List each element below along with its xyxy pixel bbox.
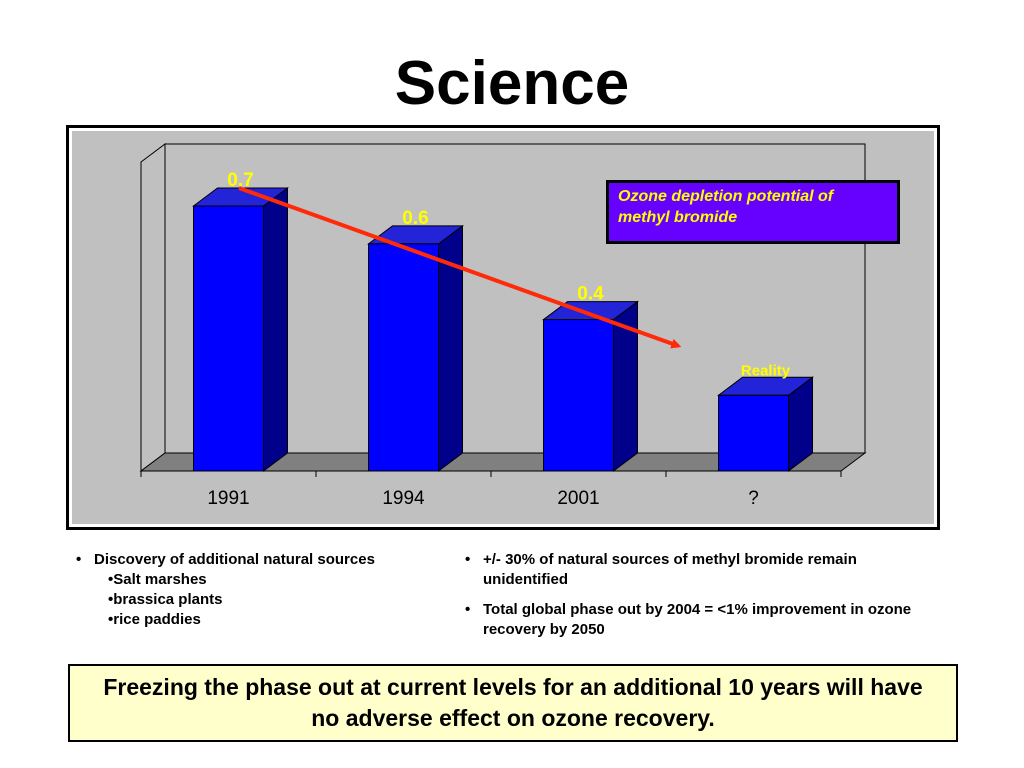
- annotation-box: Ozone depletion potential of methyl brom…: [606, 180, 900, 244]
- trend-arrow: [238, 186, 682, 349]
- x-tick-label: ?: [748, 488, 759, 509]
- bullets-left: • Discovery of additional natural source…: [74, 550, 444, 630]
- conclusion-box: Freezing the phase out at current levels…: [68, 664, 958, 742]
- data-label: 0.4: [577, 284, 604, 305]
- bar: [368, 243, 439, 472]
- sub-bullet: •brassica plants: [108, 591, 223, 608]
- bullet-item: • Total global phase out by 2004 = <1% i…: [463, 600, 933, 640]
- sub-bullet: •rice paddies: [108, 611, 201, 628]
- sub-bullet: •Salt marshes: [108, 571, 207, 588]
- bullet-item: • +/- 30% of natural sources of methyl b…: [463, 550, 933, 590]
- x-tick-label: 1991: [207, 488, 249, 509]
- data-label: 0.6: [402, 208, 428, 229]
- x-tick-label: 1994: [382, 488, 425, 509]
- bar: [543, 319, 614, 472]
- slide-title: Science: [394, 49, 630, 118]
- bullets-right: • +/- 30% of natural sources of methyl b…: [463, 550, 933, 640]
- bullet-dot: •: [465, 601, 471, 618]
- conclusion-text: Freezing the phase out at current levels…: [103, 674, 923, 731]
- bullet-text: Discovery of additional natural sources: [94, 551, 375, 568]
- bar: [718, 394, 789, 472]
- annotation-text: Ozone depletion potential of methyl brom…: [618, 188, 834, 226]
- data-label: Reality: [741, 362, 791, 379]
- bar: [193, 205, 264, 472]
- bullet-dot: •: [465, 551, 471, 568]
- bullet-text: +/- 30% of natural sources of methyl bro…: [483, 551, 857, 588]
- x-tick-label: 2001: [557, 488, 599, 509]
- bullet-item: • Discovery of additional natural source…: [74, 550, 444, 570]
- data-label: 0.7: [227, 170, 253, 191]
- bullet-dot: •: [76, 551, 82, 568]
- chart-frame: 1991 1994 2001? 0.7 0.6 0.4 Reality Ozone dep…: [66, 125, 940, 530]
- bullet-text: Total global phase out by 2004 = <1% imp…: [483, 601, 912, 638]
- bar-side: [263, 187, 288, 472]
- side-wall: [140, 143, 166, 472]
